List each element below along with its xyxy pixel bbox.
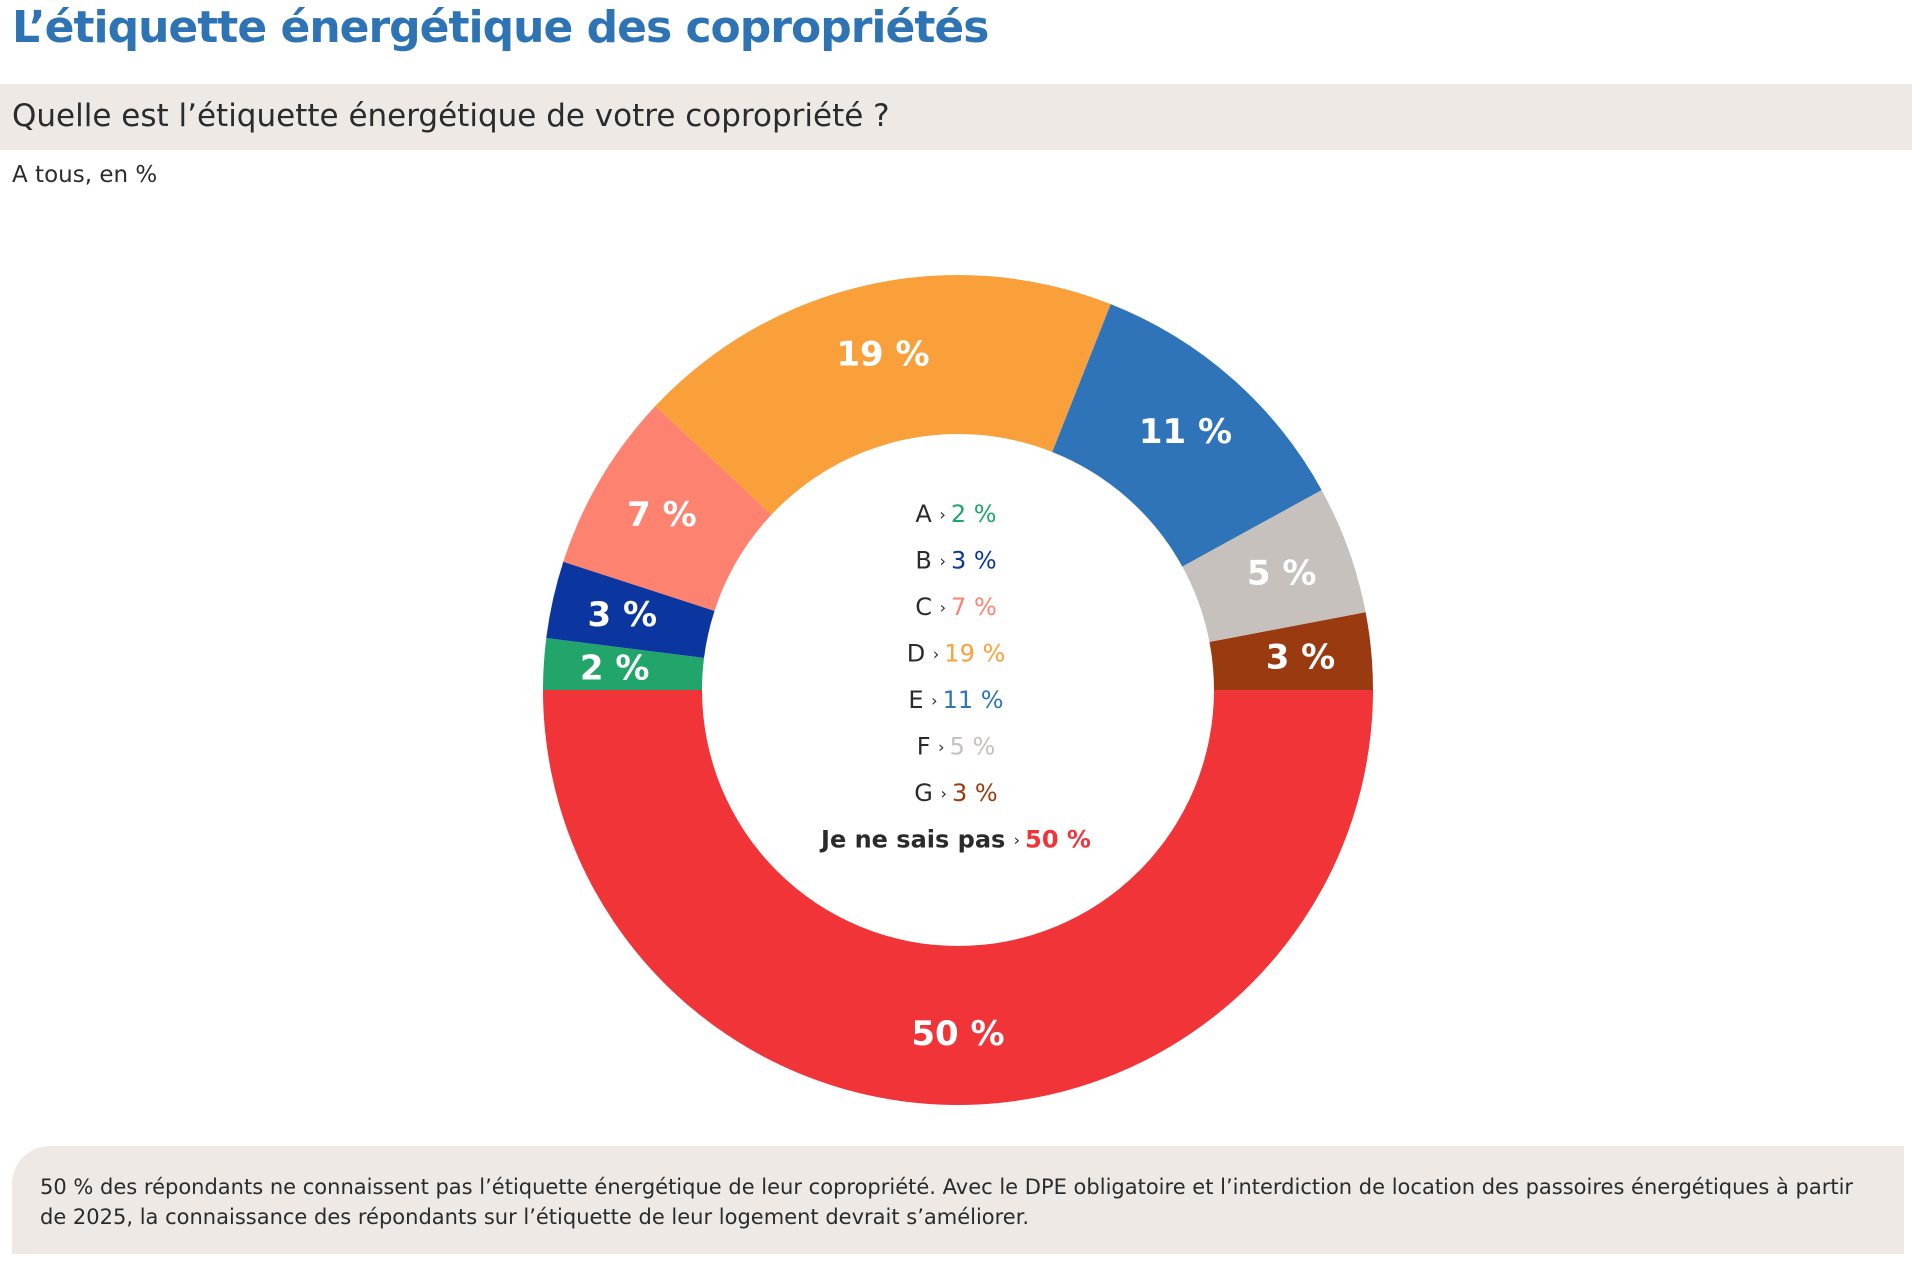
legend-value: 19 % (944, 640, 1005, 668)
slice-label-f: 5 % (1247, 553, 1317, 593)
slice-label-d: 19 % (836, 334, 929, 374)
legend-separator-icon: › (939, 505, 950, 524)
slice-f (1182, 490, 1366, 643)
slice-label-g: 3 % (1266, 638, 1336, 678)
legend-separator-icon: › (933, 644, 944, 663)
legend-label: F (917, 733, 938, 761)
slice-d (655, 274, 1111, 515)
question-band: Quelle est l’étiquette énergétique de vo… (0, 84, 1912, 150)
slice-label-b: 3 % (588, 595, 658, 635)
slice-je-ne-sais-pas (543, 690, 1373, 1105)
legend-separator-icon: › (939, 551, 950, 570)
legend-label: E (908, 686, 931, 714)
slice-label-je-ne-sais-pas: 50 % (911, 1014, 1004, 1054)
legend-separator-icon: › (1014, 830, 1025, 849)
footnote-text: 50 % des répondants ne connaissent pas l… (40, 1175, 1854, 1229)
donut-chart: 2 % 3 % 7 % 19 % 11 % 5 % 3 % 50 % A › 2 % B › 3… (543, 274, 1373, 1105)
legend-row: Je ne sais pas › 50 % (819, 826, 1091, 854)
slice-b (546, 561, 715, 658)
legend-label: C (915, 593, 939, 621)
legend-row: F › 5 % (917, 733, 996, 761)
legend-value: 3 % (951, 547, 997, 575)
slice-e (1052, 304, 1322, 567)
legend-value: 2 % (951, 500, 997, 528)
page-title: L’étiquette énergétique des copropriétés (12, 2, 989, 53)
legend-row: G › 3 % (914, 779, 997, 807)
legend-label: A (915, 500, 939, 528)
legend-label: B (915, 547, 939, 575)
base-note: A tous, en % (12, 162, 158, 188)
slice-a (543, 637, 705, 690)
footnote-box: 50 % des répondants ne connaissent pas l… (12, 1146, 1904, 1254)
question-text: Quelle est l’étiquette énergétique de vo… (12, 98, 890, 134)
legend-value: 5 % (950, 733, 996, 761)
legend-row: A › 2 % (915, 500, 996, 528)
legend-value: 50 % (1025, 826, 1091, 854)
slice-g (1209, 612, 1373, 690)
legend-separator-icon: › (931, 691, 942, 710)
legend-value: 11 % (943, 686, 1004, 714)
donut-slice-labels: 2 % 3 % 7 % 19 % 11 % 5 % 3 % 50 % (580, 334, 1335, 1054)
legend-value: 3 % (952, 779, 998, 807)
legend-label: D (907, 640, 933, 668)
legend-separator-icon: › (940, 598, 951, 617)
legend-row: C › 7 % (915, 593, 997, 621)
legend-value: 7 % (951, 593, 997, 621)
slice-label-e: 11 % (1139, 412, 1232, 452)
legend-row: D › 19 % (907, 640, 1006, 668)
legend-separator-icon: › (941, 784, 952, 803)
slice-label-c: 7 % (627, 495, 697, 535)
legend-row: E › 11 % (908, 686, 1003, 714)
legend-row: B › 3 % (915, 547, 996, 575)
donut-slices (543, 274, 1373, 1105)
center-legend: A › 2 %B › 3 %C › 7 %D › 19 %E › 11 %F ›… (819, 500, 1091, 854)
legend-label: Je ne sais pas (819, 826, 1014, 854)
legend-label: G (914, 779, 940, 807)
slice-c (563, 405, 772, 611)
legend-separator-icon: › (938, 737, 949, 756)
slice-label-a: 2 % (580, 648, 650, 688)
